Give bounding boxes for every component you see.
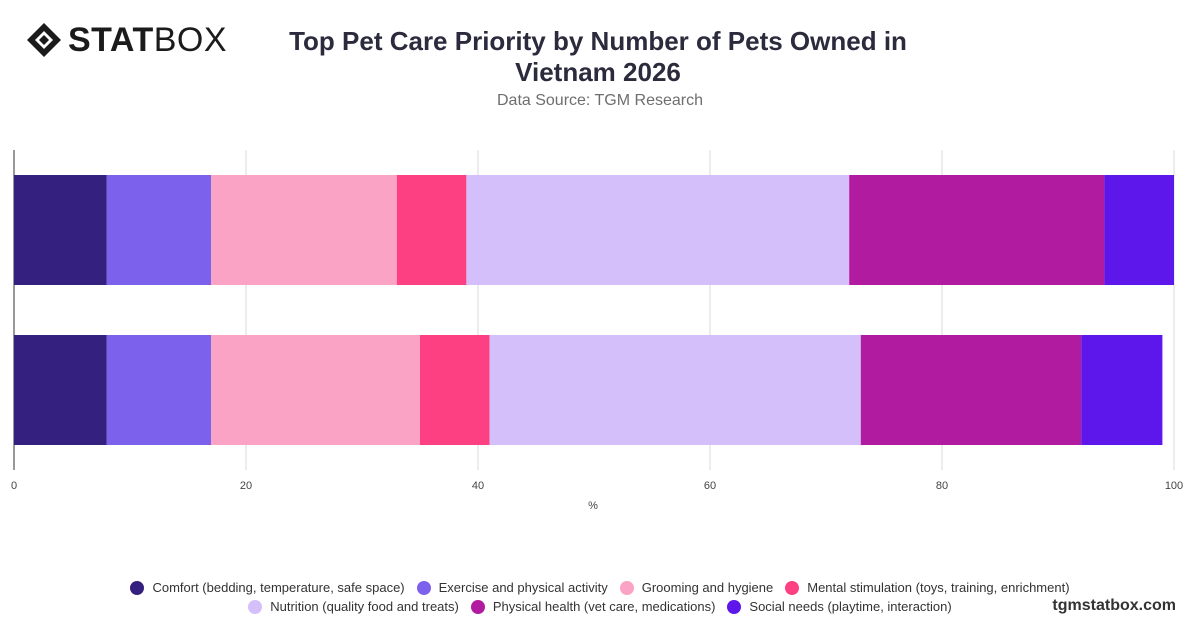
legend-swatch xyxy=(416,580,431,595)
legend-swatch xyxy=(785,580,800,595)
legend-label: Mental stimulation (toys, training, enri… xyxy=(807,580,1070,595)
watermark: tgmstatbox.com xyxy=(1052,597,1176,614)
logo-text: STATBOX xyxy=(68,23,227,57)
bar-segment xyxy=(106,175,212,285)
diamond-logo-icon xyxy=(27,23,61,57)
legend-label: Comfort (bedding, temperature, safe spac… xyxy=(152,580,405,595)
legend-swatch xyxy=(619,580,634,595)
x-tick-label: 40 xyxy=(472,480,484,492)
bar-segment xyxy=(1104,175,1174,285)
logo-text-bold: STAT xyxy=(68,21,154,59)
legend-label: Physical health (vet care, medications) xyxy=(492,599,716,614)
legend-label: Social needs (playtime, interaction) xyxy=(749,599,952,614)
bar-segment xyxy=(466,175,850,285)
legend-item: Comfort (bedding, temperature, safe spac… xyxy=(130,580,405,595)
legend-swatch xyxy=(727,599,742,614)
bar-segment xyxy=(14,335,107,445)
legend-item: Social needs (playtime, interaction) xyxy=(727,599,952,614)
bar-segment xyxy=(396,175,467,285)
chart-title: Top Pet Care Priority by Number of Pets … xyxy=(289,26,907,87)
legend-item: Nutrition (quality food and treats) xyxy=(248,599,459,614)
bar-segment xyxy=(211,335,420,445)
legend-item: Physical health (vet care, medications) xyxy=(470,599,716,614)
x-tick-label: 0 xyxy=(11,480,17,492)
legend-swatch xyxy=(470,599,485,614)
bar-segment xyxy=(860,335,1082,445)
statbox-logo: STATBOX xyxy=(26,22,227,58)
legend-swatch xyxy=(248,599,263,614)
bar-segment xyxy=(489,335,861,445)
legend-label: Exercise and physical activity xyxy=(438,580,608,595)
bar-segment xyxy=(1081,335,1163,445)
legend-row: Nutrition (quality food and treats) Physi… xyxy=(248,599,952,614)
bar-segment xyxy=(420,335,490,445)
legend-swatch xyxy=(130,580,145,595)
legend-label: Nutrition (quality food and treats) xyxy=(270,599,459,614)
legend-item: Exercise and physical activity xyxy=(416,580,608,595)
legend-item: Grooming and hygiene xyxy=(619,580,774,595)
bar-segment xyxy=(14,175,107,285)
x-tick-label: 100 xyxy=(1165,480,1183,492)
x-tick-label: 20 xyxy=(240,480,252,492)
logo-text-light: BOX xyxy=(153,21,228,59)
x-axis-label: % xyxy=(588,500,598,512)
legend-row: Comfort (bedding, temperature, safe spac… xyxy=(130,580,1070,595)
bar-segment xyxy=(106,335,212,445)
legend-item: Mental stimulation (toys, training, enri… xyxy=(785,580,1070,595)
bar-segment xyxy=(849,175,1105,285)
x-tick-label: 60 xyxy=(704,480,716,492)
chart-legend: Comfort (bedding, temperature, safe spac… xyxy=(0,580,1200,614)
bar-segment xyxy=(211,175,397,285)
stacked-bar-chart: 0 20 40 60 80 100% xyxy=(11,150,1183,512)
x-tick-label: 80 xyxy=(936,480,948,492)
legend-label: Grooming and hygiene xyxy=(641,580,774,595)
chart-subtitle: Data Source: TGM Research xyxy=(496,92,703,109)
